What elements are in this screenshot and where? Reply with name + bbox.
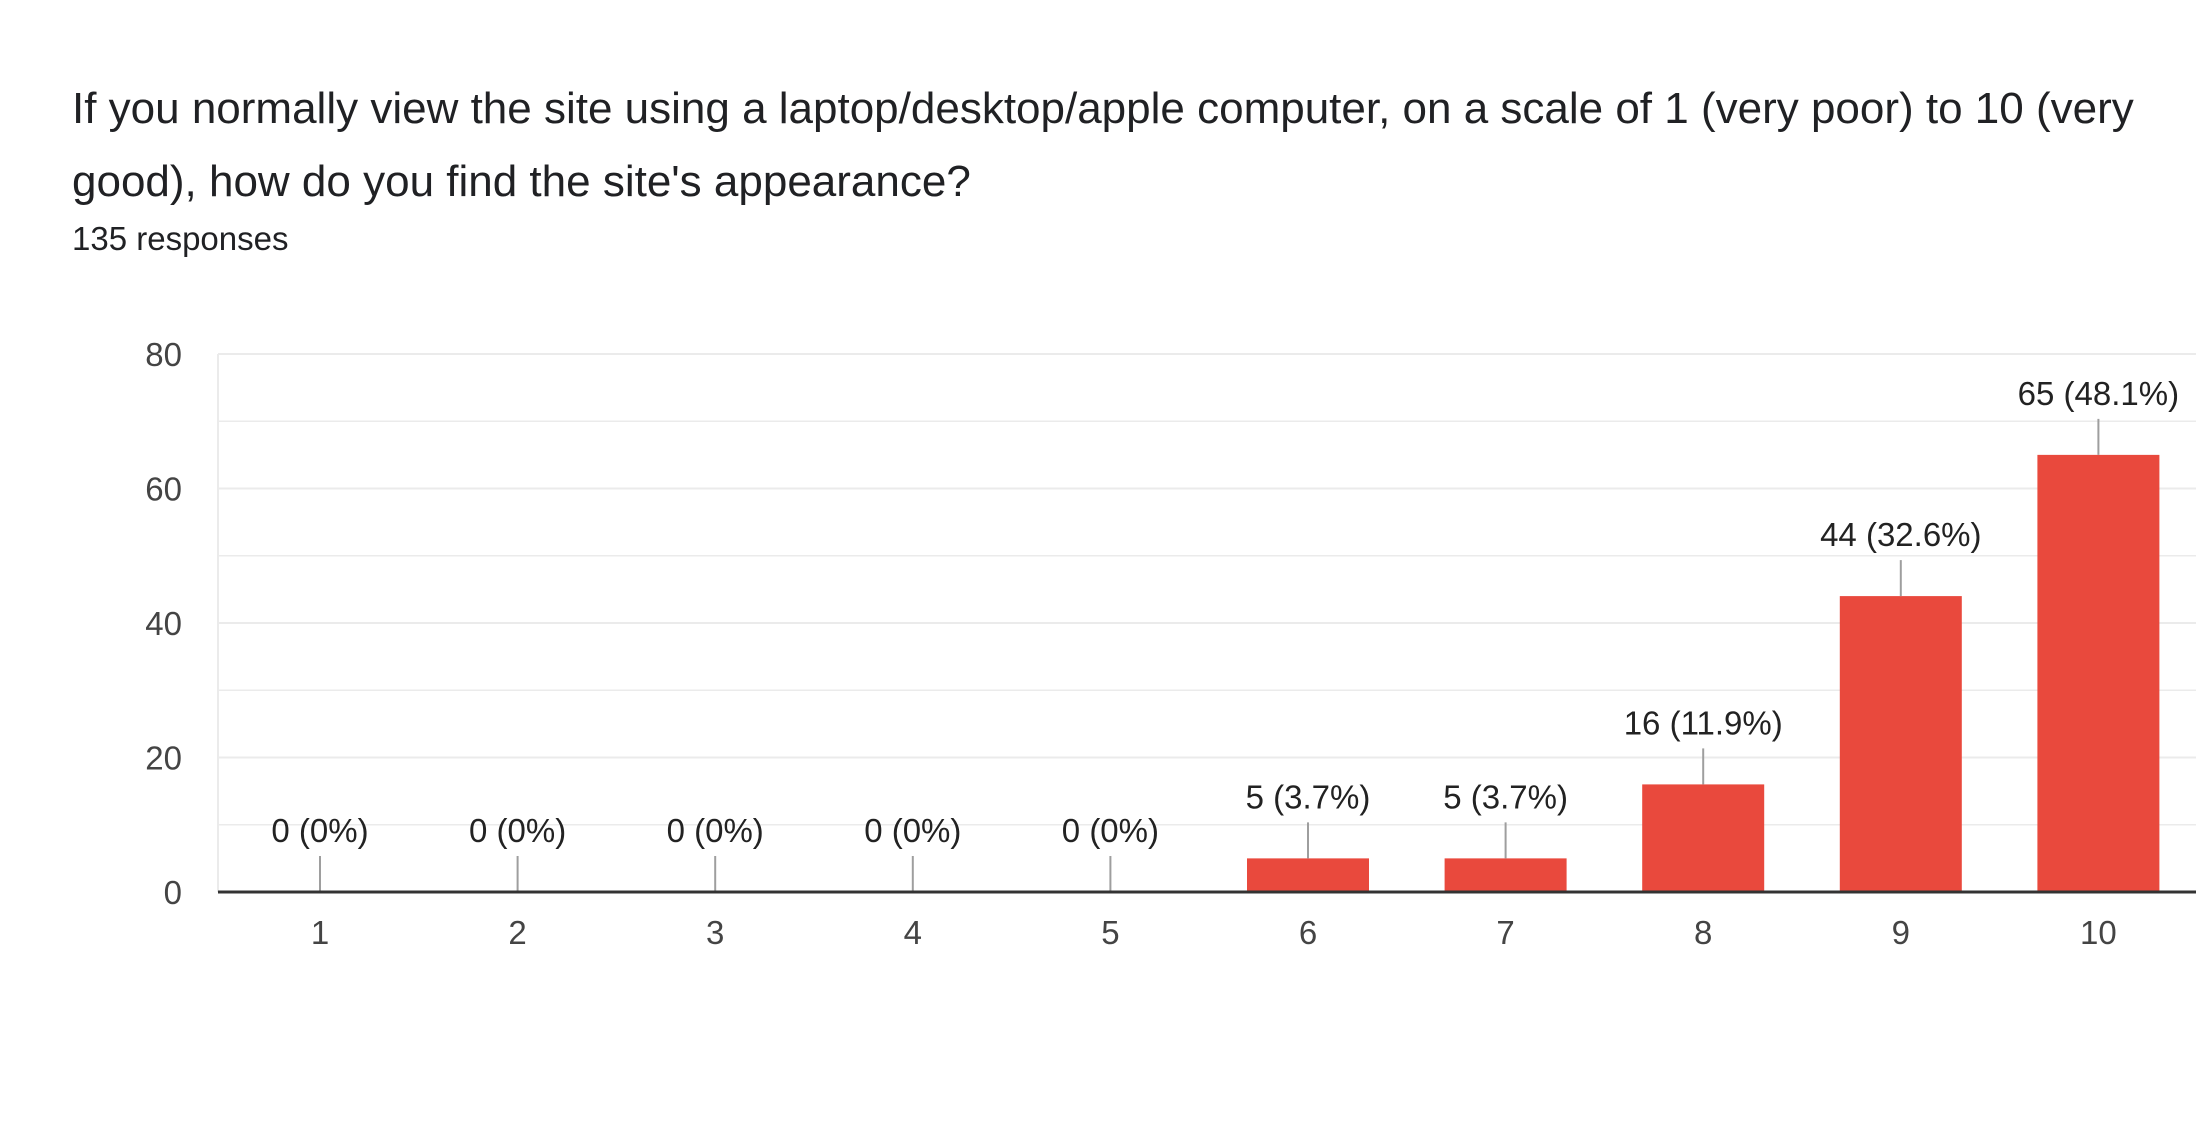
y-tick-label: 0	[164, 874, 182, 911]
x-tick-label: 2	[508, 914, 526, 951]
response-count: 135 responses	[72, 220, 289, 257]
data-label: 44 (32.6%)	[1820, 516, 1981, 553]
x-tick-label: 9	[1892, 914, 1910, 951]
bar	[1839, 596, 1962, 892]
x-tick-label: 8	[1694, 914, 1712, 951]
data-label: 0 (0%)	[271, 812, 368, 849]
bar	[2037, 454, 2160, 892]
data-label: 5 (3.7%)	[1246, 778, 1371, 815]
y-tick-label: 20	[145, 740, 182, 777]
x-tick-label: 4	[904, 914, 922, 951]
data-label: 65 (48.1%)	[2018, 375, 2179, 412]
x-tick-label: 1	[311, 914, 329, 951]
data-label: 0 (0%)	[667, 812, 764, 849]
y-tick-label: 60	[145, 471, 182, 508]
x-tick-label: 7	[1496, 914, 1514, 951]
y-tick-label: 40	[145, 605, 182, 642]
data-label: 0 (0%)	[469, 812, 566, 849]
x-tick-label: 3	[706, 914, 724, 951]
question-title: If you normally view the site using a la…	[72, 84, 2134, 206]
x-tick-label: 5	[1101, 914, 1119, 951]
data-label: 0 (0%)	[864, 812, 961, 849]
bar	[1642, 784, 1765, 892]
data-label: 5 (3.7%)	[1443, 778, 1568, 815]
data-label: 16 (11.9%)	[1624, 704, 1783, 741]
data-label: 0 (0%)	[1062, 812, 1159, 849]
y-tick-label: 80	[145, 336, 182, 373]
x-tick-label: 10	[2080, 914, 2117, 951]
bar	[1444, 858, 1567, 892]
bar	[1247, 858, 1369, 892]
x-tick-label: 6	[1299, 914, 1317, 951]
